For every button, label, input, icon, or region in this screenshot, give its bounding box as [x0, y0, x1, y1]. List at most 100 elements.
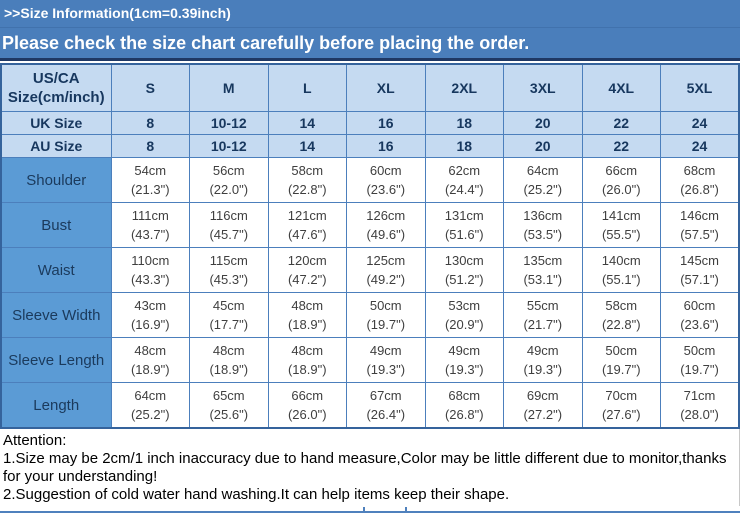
inch-value: (45.3") — [209, 272, 249, 287]
measurement-cell: 120cm (47.2") — [267, 247, 347, 293]
cm-value: 71cm — [683, 388, 716, 403]
cm-value: 48cm — [291, 343, 324, 358]
cm-value: 130cm — [444, 253, 484, 268]
measurement-cell: 69cm (27.2") — [503, 382, 583, 429]
cm-value: 125cm — [366, 253, 406, 268]
corner-header-line1: US/CA — [32, 70, 80, 87]
cm-value: 135cm — [523, 253, 563, 268]
column-header-4xl: 4XL — [581, 63, 661, 112]
cm-value: 53cm — [448, 298, 481, 313]
cm-value: 145cm — [679, 253, 720, 268]
measurement-cell: 126cm (49.6") — [346, 202, 426, 248]
measurement-cell: 48cm (18.9") — [110, 337, 190, 383]
inch-value: (20.9") — [444, 317, 484, 332]
au-size-value: 16 — [346, 134, 426, 158]
cm-value: 69cm — [526, 388, 559, 403]
inch-value: (19.7") — [680, 362, 719, 377]
cm-value: 55cm — [526, 298, 559, 313]
inch-value: (55.1") — [601, 272, 641, 287]
attention-note-2: 2.Suggestion of cold water hand washing.… — [3, 486, 510, 503]
inch-value: (18.9") — [287, 362, 327, 377]
uk-size-value: 24 — [660, 111, 740, 135]
measurement-cell: 49cm (19.3") — [503, 337, 583, 383]
divider-line — [0, 511, 740, 513]
inch-value: (22.8") — [287, 182, 327, 197]
inch-value: (28.0") — [680, 407, 719, 422]
measurement-cell: 135cm (53.1") — [503, 247, 583, 293]
cm-value: 140cm — [601, 253, 641, 268]
measurement-cell: 146cm (57.5") — [660, 202, 740, 248]
inch-value: (57.5") — [680, 227, 719, 242]
bust-row: Bust 111cm (43.7") 116cm (45.7") 121cm (47.… — [0, 202, 740, 248]
inch-value: (22.8") — [601, 317, 641, 332]
measurement-cell: 58cm (22.8") — [581, 292, 661, 338]
measurement-cell: 66cm (26.0") — [581, 157, 661, 203]
measurement-cell: 121cm (47.6") — [267, 202, 347, 248]
inch-value: (17.7") — [209, 317, 249, 332]
measurement-cell: 56cm (22.0") — [189, 157, 269, 203]
inch-value: (23.6") — [680, 317, 719, 332]
measurement-cell: 66cm (26.0") — [267, 382, 347, 429]
uk-size-label: UK Size — [0, 111, 112, 135]
cm-value: 56cm — [212, 163, 245, 178]
cm-value: 146cm — [679, 208, 720, 223]
inch-value: (25.2") — [523, 182, 563, 197]
cm-value: 48cm — [212, 343, 245, 358]
sleeve-width-label: Sleeve Width — [0, 292, 112, 338]
inch-value: (43.7") — [130, 227, 170, 242]
bust-label: Bust — [0, 202, 112, 248]
cm-value: 70cm — [605, 388, 638, 403]
inch-value: (18.9") — [209, 362, 249, 377]
measurement-cell: 65cm (25.6") — [189, 382, 269, 429]
measurement-cell: 64cm (25.2") — [503, 157, 583, 203]
measurement-cell: 43cm (16.9") — [110, 292, 190, 338]
inch-value: (18.9") — [287, 317, 327, 332]
measurement-cell: 67cm (26.4") — [346, 382, 426, 429]
next-section-edge — [0, 506, 740, 513]
cm-value: 60cm — [683, 298, 716, 313]
au-size-row: AU Size 8 10-12 14 16 18 20 22 24 — [0, 134, 740, 158]
inch-value: (22.0") — [209, 182, 249, 197]
cm-value: 66cm — [291, 388, 324, 403]
cm-value: 115cm — [209, 253, 248, 268]
corner-header: US/CA Size(cm/inch) — [0, 63, 112, 112]
cm-value: 60cm — [369, 163, 402, 178]
measurement-cell: 50cm (19.7") — [346, 292, 426, 338]
inch-value: (16.9") — [130, 317, 170, 332]
measurement-cell: 60cm (23.6") — [660, 292, 740, 338]
inch-value: (51.6") — [444, 227, 484, 242]
inch-value: (26.4") — [366, 407, 406, 422]
cm-value: 120cm — [287, 253, 327, 268]
measurement-cell: 130cm (51.2") — [424, 247, 504, 293]
cm-value: 131cm — [444, 208, 484, 223]
measurement-cell: 136cm (53.5") — [503, 202, 583, 248]
inch-value: (25.2") — [130, 407, 170, 422]
column-header-s: S — [110, 63, 190, 112]
waist-label: Waist — [0, 247, 112, 293]
size-chart-table: US/CA Size(cm/inch) S M L XL 2XL 3XL 4XL… — [0, 63, 740, 429]
cm-value: 65cm — [212, 388, 245, 403]
measurement-cell: 70cm (27.6") — [581, 382, 661, 429]
cm-value: 141cm — [601, 208, 641, 223]
cm-value: 68cm — [683, 163, 716, 178]
measurement-cell: 116cm (45.7") — [189, 202, 269, 248]
attention-notes: Attention: 1.Size may be 2cm/1 inch inac… — [0, 429, 740, 506]
waist-row: Waist 110cm (43.3") 115cm (45.3") 120cm (47… — [0, 247, 740, 293]
cm-value: 58cm — [291, 163, 324, 178]
cm-value: 66cm — [605, 163, 638, 178]
column-tick — [405, 507, 407, 512]
sleeve-length-label: Sleeve Length — [0, 337, 112, 383]
cm-value: 110cm — [131, 253, 170, 268]
cm-value: 50cm — [683, 343, 716, 358]
cm-value: 49cm — [369, 343, 402, 358]
inch-value: (55.5") — [601, 227, 641, 242]
au-size-label: AU Size — [0, 134, 112, 158]
cm-value: 126cm — [366, 208, 406, 223]
uk-size-value: 14 — [267, 111, 347, 135]
measurement-cell: 45cm (17.7") — [189, 292, 269, 338]
inch-value: (25.6") — [209, 407, 249, 422]
measurement-cell: 48cm (18.9") — [267, 292, 347, 338]
measurement-cell: 50cm (19.7") — [660, 337, 740, 383]
column-header-l: L — [267, 63, 347, 112]
